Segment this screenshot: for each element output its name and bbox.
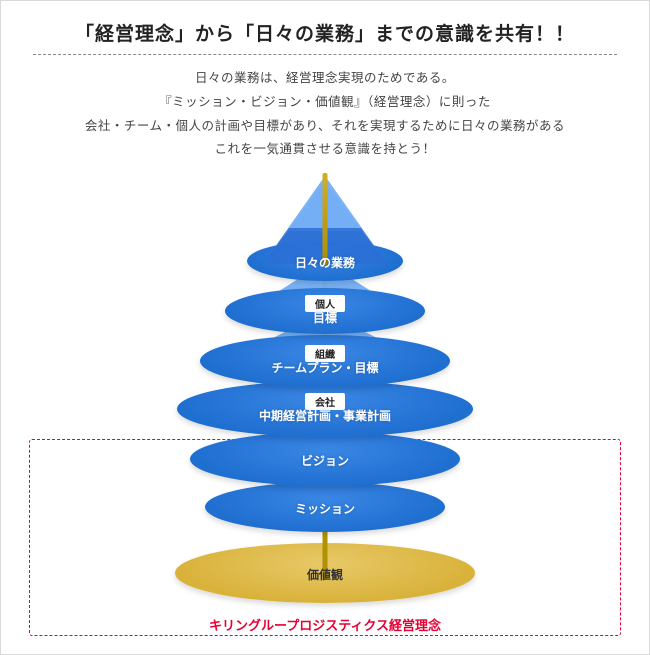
layer-label: ビジョン [301,452,349,469]
philosophy-caption: キリングループロジスティクス経営理念 [209,615,441,634]
intro-line: 『ミッション・ビジョン・価値観』（経営理念）に則った [1,91,649,115]
layer-label: 目標 [313,309,337,326]
base-label: 価値観 [307,566,343,583]
page-title: 「経営理念」から「日々の業務」までの意識を共有！！ [1,1,649,46]
intro-text: 日々の業務は、経営理念実現のためである。『ミッション・ビジョン・価値観』（経営理… [1,67,649,162]
intro-line: これを一気通貫させる意識を持とう！ [1,138,649,162]
title-divider [33,54,617,55]
layer-label: ミッション [295,500,355,517]
cone-figure: キリングループロジスティクス経営理念 日々の業務個人目標組織チームプラン・目標会… [1,171,649,654]
intro-line: 日々の業務は、経営理念実現のためである。 [1,67,649,91]
intro-line: 会社・チーム・個人の計画や目標があり、それを実現するために日々の業務がある [1,115,649,139]
layer-label: 中期経営計画・事業計画 [259,407,391,424]
diagram-card: 「経営理念」から「日々の業務」までの意識を共有！！ 日々の業務は、経営理念実現の… [0,0,650,655]
layer-label: 日々の業務 [295,254,355,271]
layer-label: チームプラン・目標 [272,359,379,376]
central-stem-tip [323,173,328,265]
